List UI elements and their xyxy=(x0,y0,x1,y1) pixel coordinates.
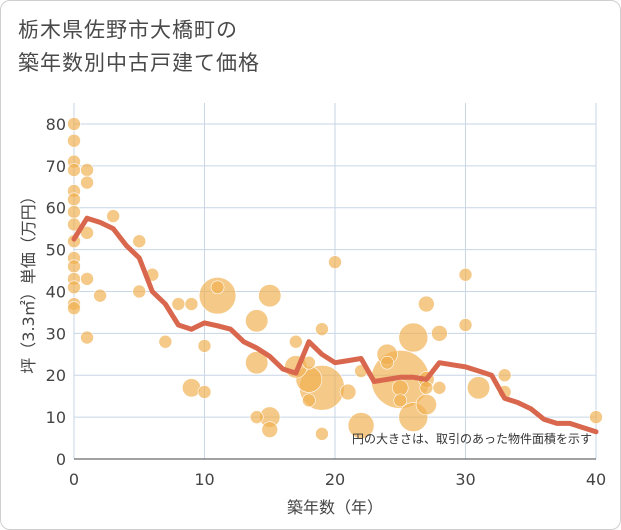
bubble-point xyxy=(198,276,237,315)
y-tick-label-80: 80 xyxy=(46,115,66,134)
bubble-layer xyxy=(67,117,603,441)
bubble-point xyxy=(302,393,316,408)
bubble-point xyxy=(132,284,147,299)
title-line-1: 栃木県佐野市大橋町の xyxy=(18,18,238,42)
bubble-point xyxy=(391,379,409,397)
bubble-point xyxy=(67,301,81,316)
x-tick-labels: 0 10 20 30 40 xyxy=(69,470,606,489)
y-tick-label-60: 60 xyxy=(46,199,66,218)
bubble-point xyxy=(380,355,395,370)
bubble-point xyxy=(315,322,329,336)
bubble-point xyxy=(67,163,81,177)
bubble-point xyxy=(261,421,279,438)
bubble-point xyxy=(328,255,342,269)
y-tick-label-70: 70 xyxy=(46,157,66,176)
bubble-point xyxy=(432,380,447,395)
x-tick-label-20: 20 xyxy=(325,470,345,489)
y-tick-labels: 0 10 20 30 40 50 60 70 80 xyxy=(46,115,66,469)
bubble-point xyxy=(181,378,201,398)
bubble-point xyxy=(589,410,603,424)
y-tick-label-0: 0 xyxy=(56,450,66,469)
bubble-point xyxy=(245,309,269,333)
y-tick-label-50: 50 xyxy=(46,241,66,260)
title-line-2: 築年数別中古戸建て価格 xyxy=(18,51,260,75)
x-tick-label-30: 30 xyxy=(455,470,475,489)
bubble-point xyxy=(458,318,473,332)
bubble-point xyxy=(171,297,186,311)
bubble-point xyxy=(184,297,199,311)
bubble-point xyxy=(67,117,81,131)
bubble-point xyxy=(197,385,212,399)
bubble-point xyxy=(67,205,81,219)
bubble-point xyxy=(80,330,94,345)
bubble-point xyxy=(197,339,212,353)
bubble-point xyxy=(431,325,448,342)
bubble-point xyxy=(67,133,81,148)
chart-title: 栃木県佐野市大橋町の 築年数別中古戸建て価格 xyxy=(18,14,260,80)
bubble-size-note: 円の大きさは、取引のあった物件面積を示す xyxy=(352,431,592,446)
bubble-point xyxy=(315,427,329,441)
bubble-point xyxy=(132,234,147,249)
bubble-point xyxy=(418,295,435,313)
y-axis-title: 坪（3.3㎡）単価（万円） xyxy=(19,188,38,373)
bubble-point xyxy=(289,334,303,349)
bubble-point xyxy=(393,393,408,408)
bubble-point xyxy=(67,192,81,207)
bubble-point xyxy=(67,259,81,274)
y-tick-label-40: 40 xyxy=(46,282,66,301)
grid xyxy=(73,103,597,459)
bubble-point xyxy=(258,284,282,308)
bubble-point xyxy=(158,334,173,349)
y-tick-label-10: 10 xyxy=(46,408,66,427)
bubble-point xyxy=(415,393,437,416)
bubble-point xyxy=(347,412,375,439)
bubble-point xyxy=(67,280,81,295)
bubble-point xyxy=(419,380,434,395)
x-tick-label-40: 40 xyxy=(586,470,606,489)
bubble-point xyxy=(497,368,512,383)
bubble-point xyxy=(210,280,225,295)
x-tick-label-10: 10 xyxy=(194,470,214,489)
bubble-point xyxy=(80,175,94,190)
bubble-point xyxy=(466,376,491,400)
bubble-point xyxy=(245,351,269,375)
x-tick-label-0: 0 xyxy=(69,470,79,489)
bubble-point xyxy=(80,163,94,177)
y-tick-label-30: 30 xyxy=(46,324,66,343)
bubble-point xyxy=(106,209,120,223)
bubble-point xyxy=(93,288,107,303)
x-axis-title: 築年数（年） xyxy=(287,498,383,517)
bubble-point xyxy=(80,272,94,286)
bubble-point xyxy=(339,383,357,401)
trend-line xyxy=(71,215,599,435)
bubble-point xyxy=(249,410,264,424)
bubble-point xyxy=(458,267,473,282)
bubble-point xyxy=(398,322,429,353)
y-tick-label-20: 20 xyxy=(46,366,66,385)
